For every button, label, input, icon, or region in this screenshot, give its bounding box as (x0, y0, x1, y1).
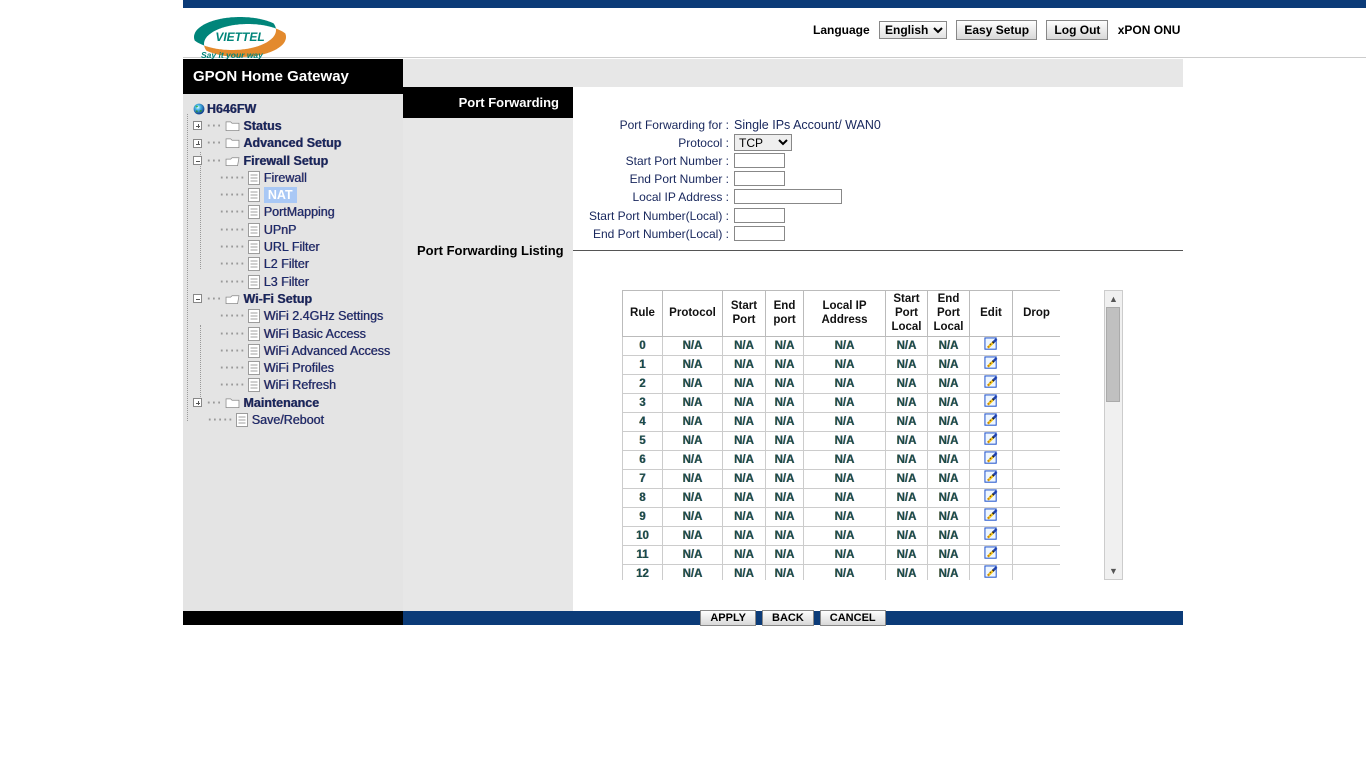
svg-text:VIETTEL: VIETTEL (215, 30, 264, 44)
